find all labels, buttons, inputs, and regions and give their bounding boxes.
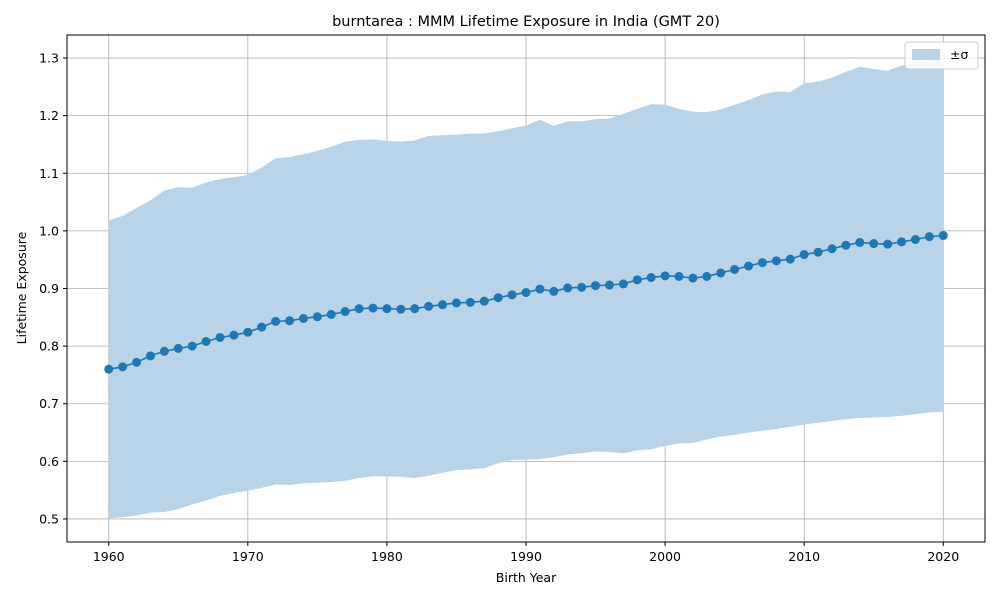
data-point <box>660 271 670 281</box>
data-point <box>229 330 239 340</box>
data-point <box>716 268 726 278</box>
data-point <box>479 296 489 306</box>
data-point <box>187 341 197 351</box>
data-point <box>897 237 907 247</box>
data-point <box>145 351 155 361</box>
data-point <box>521 288 531 298</box>
data-point <box>730 264 740 274</box>
data-point <box>271 316 281 326</box>
data-point <box>702 271 712 281</box>
data-point <box>549 286 559 296</box>
data-point <box>577 282 587 292</box>
data-point <box>618 279 628 289</box>
data-point <box>201 337 211 347</box>
data-point <box>591 281 601 291</box>
data-point <box>910 235 920 245</box>
data-point <box>340 307 350 317</box>
data-point <box>173 343 183 353</box>
data-point <box>104 364 114 374</box>
data-point <box>785 254 795 264</box>
data-point <box>869 239 879 249</box>
legend-band-swatch <box>912 49 940 60</box>
data-point <box>493 293 503 303</box>
data-point <box>744 261 754 271</box>
legend: ±σ <box>904 41 979 70</box>
data-point <box>396 304 406 314</box>
chart-title: burntarea : MMM Lifetime Exposure in Ind… <box>332 14 720 30</box>
y-tick-label: 0.8 <box>39 339 59 354</box>
x-tick-label: 2010 <box>788 549 820 564</box>
data-point <box>285 316 295 326</box>
legend-band-label: ±σ <box>950 47 968 62</box>
data-point <box>424 301 434 311</box>
data-point <box>855 237 865 247</box>
data-point <box>604 280 614 290</box>
data-point <box>757 258 767 268</box>
data-point <box>368 303 378 313</box>
x-tick-label: 1960 <box>93 549 125 564</box>
data-point <box>535 284 545 294</box>
data-point <box>354 304 364 314</box>
data-point <box>159 346 169 356</box>
data-point <box>563 283 573 293</box>
y-tick-label: 1.1 <box>39 166 59 181</box>
y-tick-label: 0.9 <box>39 281 59 296</box>
data-point <box>813 247 823 257</box>
data-point <box>632 275 642 285</box>
legend-box <box>904 41 979 70</box>
data-point <box>215 332 225 342</box>
x-axis-ticks: 1960 1970 1980 1990 2000 2010 2020 <box>93 542 959 564</box>
y-tick-label: 1.2 <box>39 108 59 123</box>
x-tick-label: 1990 <box>510 549 542 564</box>
x-tick-label: 1970 <box>232 549 264 564</box>
y-axis-label: Lifetime Exposure <box>14 231 29 344</box>
data-point <box>257 322 267 332</box>
y-tick-label: 0.7 <box>39 396 59 411</box>
series-points <box>104 230 948 374</box>
data-point <box>243 327 253 337</box>
y-tick-label: 1.0 <box>39 223 59 238</box>
data-point <box>312 312 322 322</box>
data-point <box>938 230 948 240</box>
data-point <box>465 297 475 307</box>
data-point <box>410 304 420 314</box>
y-tick-label: 0.5 <box>39 511 59 526</box>
y-axis-ticks: 0.5 0.6 0.7 0.8 0.9 1.0 1.1 1.2 1.3 <box>39 51 67 526</box>
y-tick-label: 1.3 <box>39 51 59 66</box>
data-point <box>326 309 336 319</box>
x-axis-label: Birth Year <box>496 570 557 585</box>
data-point <box>674 271 684 281</box>
data-point <box>298 313 308 323</box>
data-point <box>646 273 656 283</box>
data-point <box>132 357 142 367</box>
data-point <box>799 250 809 260</box>
y-tick-label: 0.6 <box>39 454 59 469</box>
x-tick-label: 2020 <box>927 549 959 564</box>
data-point <box>438 300 448 310</box>
x-tick-label: 1980 <box>371 549 403 564</box>
data-point <box>771 256 781 266</box>
data-point <box>688 273 698 283</box>
data-point <box>827 244 837 254</box>
data-point <box>883 239 893 249</box>
data-point <box>841 240 851 250</box>
data-point <box>924 232 934 242</box>
data-point <box>118 362 128 372</box>
data-point <box>507 290 517 300</box>
data-point <box>382 304 392 314</box>
x-tick-label: 2000 <box>649 549 681 564</box>
data-point <box>451 298 461 308</box>
